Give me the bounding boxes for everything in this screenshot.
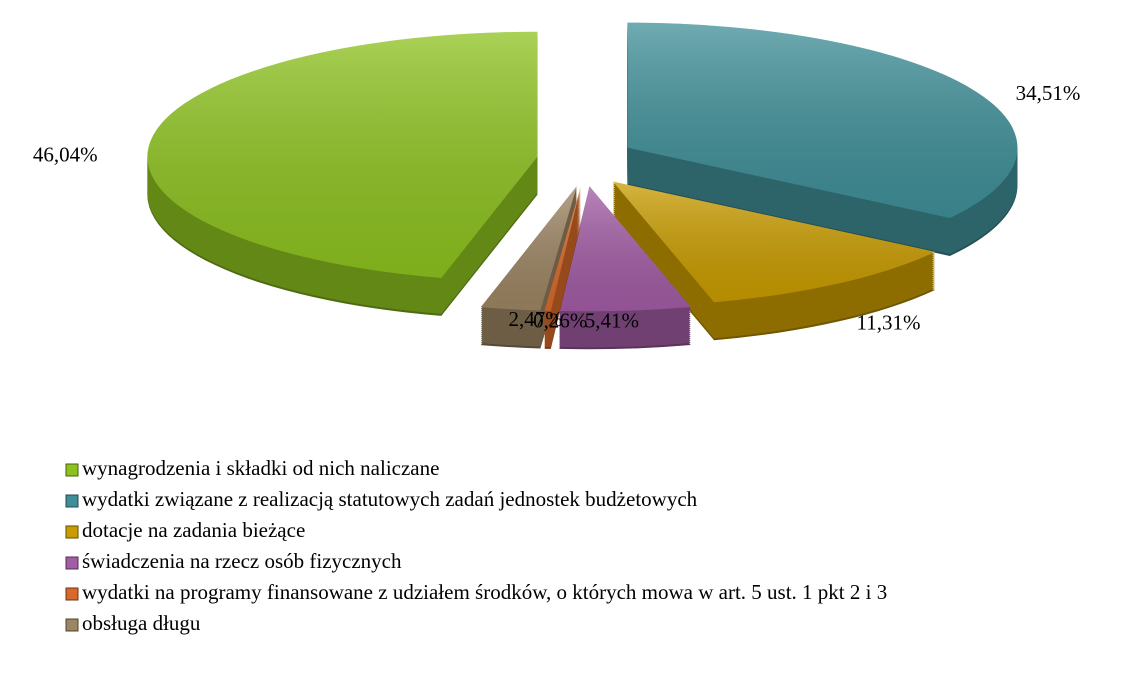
slice-shine bbox=[627, 22, 1018, 218]
data-label: 46,04% bbox=[33, 143, 98, 167]
data-label: 2,47% bbox=[508, 307, 562, 331]
legend-label: dotacje na zadania bieżące bbox=[82, 518, 305, 542]
legend-label: wynagrodzenia i składki od nich naliczan… bbox=[82, 456, 439, 480]
slice bbox=[147, 31, 538, 316]
legend-label: obsługa długu bbox=[82, 611, 201, 635]
legend-swatch bbox=[65, 463, 79, 477]
slice-shine bbox=[559, 186, 691, 312]
data-label: 11,31% bbox=[856, 311, 920, 335]
slice-shine bbox=[612, 181, 936, 303]
legend-label: wydatki związane z realizacją statutowyc… bbox=[82, 487, 698, 511]
slice bbox=[544, 186, 581, 349]
legend-label: wydatki na programy finansowane z udział… bbox=[82, 580, 887, 604]
data-label: 0,26% bbox=[533, 308, 587, 332]
slice bbox=[559, 186, 691, 350]
slice-shine bbox=[147, 31, 538, 278]
legend-swatch bbox=[65, 556, 79, 570]
slice-shine bbox=[480, 186, 577, 311]
legend-swatch bbox=[65, 587, 79, 601]
data-label: 5,41% bbox=[585, 308, 639, 332]
slice bbox=[627, 22, 1018, 256]
legend-swatch bbox=[65, 525, 79, 539]
legend-swatch bbox=[65, 494, 79, 508]
legend-label: świadczenia na rzecz osób fizycznych bbox=[82, 549, 402, 573]
legend-swatch bbox=[65, 618, 79, 632]
slice-shine bbox=[544, 186, 581, 311]
slice bbox=[480, 186, 577, 349]
data-label: 34,51% bbox=[1016, 81, 1081, 105]
slice bbox=[612, 181, 936, 341]
